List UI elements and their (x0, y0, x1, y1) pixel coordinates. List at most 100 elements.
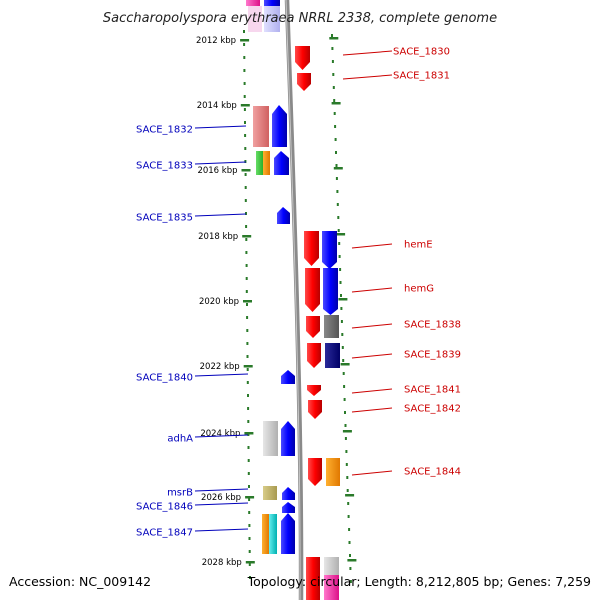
gene-msrb-b[interactable] (282, 487, 295, 500)
label-connector (194, 434, 249, 438)
track-dot (333, 99, 336, 102)
gene-sace-1844-b[interactable] (326, 458, 340, 486)
track-dot (246, 316, 249, 319)
track-dot (243, 82, 246, 85)
gene-bottom-red[interactable] (306, 557, 320, 600)
gene-sace-1847-a[interactable] (262, 514, 269, 554)
gene-sace-1830[interactable] (295, 46, 310, 70)
gene-sace-1842[interactable] (308, 400, 322, 419)
reverse-strand-genes (246, 0, 295, 554)
track-dot (243, 95, 246, 98)
track-dot (246, 381, 249, 384)
track-dot (246, 368, 249, 371)
track-dot (349, 567, 352, 570)
track-dot (248, 498, 251, 501)
gene-sace-1838-a[interactable] (306, 316, 320, 338)
label-connector (351, 470, 393, 476)
track-dot (337, 229, 340, 232)
track-dot (341, 333, 344, 336)
gene-sace-1847-c[interactable] (281, 513, 295, 554)
forward-gene-labels: SACE_1830 SACE_1831 hemE hemG SACE_1838 SACE_… (342, 47, 461, 478)
gene-top-lightpink[interactable] (248, 6, 262, 32)
kbp-tick-right (336, 233, 346, 236)
gene-top-lightblue[interactable] (264, 0, 280, 32)
map-title: Saccharopolyspora erythraea NRRL 2338, c… (103, 11, 497, 26)
track-dot (344, 437, 347, 440)
gene-msrb-a[interactable] (263, 486, 277, 500)
gene-hemg-a[interactable] (305, 268, 320, 312)
track-dot (346, 476, 349, 479)
track-dot (339, 281, 342, 284)
gene-top-blue[interactable] (264, 0, 280, 6)
track-dot (348, 528, 351, 531)
label-connector (194, 161, 247, 165)
gene-label-sace_1831[interactable]: SACE_1831 (393, 71, 450, 82)
gene-label-sace_1844[interactable]: SACE_1844 (404, 467, 461, 478)
gene-label-sace_1835[interactable]: SACE_1835 (136, 213, 193, 224)
gene-label-adha[interactable]: adhA (167, 434, 193, 445)
gene-label-heme[interactable]: hemE (404, 240, 433, 251)
gene-sace-1832-a[interactable] (253, 106, 269, 147)
gene-adha-a[interactable] (263, 421, 278, 456)
track-dot (340, 320, 343, 323)
reverse-gene-labels: SACE_1832 SACE_1833 SACE_1835 SACE_1840 adhA… (136, 125, 249, 539)
gene-sace-1833-a[interactable] (256, 151, 264, 175)
gene-sace-1833-b[interactable] (263, 151, 270, 175)
gene-label-sace_1833[interactable]: SACE_1833 (136, 161, 193, 172)
track-dot (347, 502, 350, 505)
gene-sace-1833-c[interactable] (274, 151, 289, 175)
track-dot (338, 255, 341, 258)
gene-sace-1839-b[interactable] (325, 343, 340, 368)
gene-sace-1835[interactable] (277, 207, 290, 224)
track-dot (346, 489, 349, 492)
track-dot (247, 407, 250, 410)
kbp-tick-right (331, 102, 341, 105)
gene-sace-1841[interactable] (307, 385, 321, 396)
gene-label-sace_1839[interactable]: SACE_1839 (404, 350, 461, 361)
track-dot (243, 108, 246, 111)
track-dot (244, 199, 247, 202)
gene-sace-1831[interactable] (297, 73, 311, 91)
gene-label-sace_1847[interactable]: SACE_1847 (136, 528, 193, 539)
gene-label-msrb[interactable]: msrB (167, 488, 193, 499)
track-dot (245, 238, 248, 241)
gene-sace-1838-b[interactable] (324, 315, 339, 338)
gene-sace-1839-a[interactable] (307, 343, 321, 368)
track-dot (333, 112, 336, 115)
gene-sace-1832-b[interactable] (272, 105, 287, 147)
gene-label-sace_1842[interactable]: SACE_1842 (404, 404, 461, 415)
gene-bottom-gray[interactable] (324, 557, 339, 575)
track-dot (248, 550, 251, 553)
kbp-tick-label: 2012 kbp (196, 36, 236, 46)
gene-sace-1840[interactable] (281, 370, 295, 384)
gene-adha-b[interactable] (281, 421, 295, 456)
gene-label-sace_1840[interactable]: SACE_1840 (136, 373, 193, 384)
track-dot (244, 173, 247, 176)
gene-label-sace_1838[interactable]: SACE_1838 (404, 320, 461, 331)
gene-label-sace_1832[interactable]: SACE_1832 (136, 125, 193, 136)
gene-sace-1846[interactable] (282, 502, 295, 513)
track-dot (248, 511, 251, 514)
track-dot (244, 121, 246, 124)
label-connector (351, 243, 393, 249)
gene-label-sace_1846[interactable]: SACE_1846 (136, 502, 193, 513)
label-connector (342, 74, 393, 80)
track-dot (248, 563, 251, 566)
kbp-tick-label: 2028 kbp (202, 558, 242, 568)
gene-hemg-b[interactable] (323, 268, 338, 315)
track-dot (245, 277, 248, 280)
kbp-tick-right (329, 37, 339, 40)
gene-label-hemg[interactable]: hemG (404, 284, 434, 295)
gene-bottom-magenta[interactable] (324, 575, 339, 600)
gene-label-sace_1841[interactable]: SACE_1841 (404, 385, 461, 396)
gene-heme-a[interactable] (304, 231, 319, 266)
gene-top-pink[interactable] (246, 0, 260, 6)
gene-sace-1847-b[interactable] (269, 514, 277, 554)
topology-text: Topology: circular; Length: 8,212,805 bp… (247, 574, 591, 589)
track-dot (246, 303, 248, 306)
track-dot (245, 264, 248, 267)
gene-heme-b[interactable] (322, 231, 337, 269)
gene-sace-1844-a[interactable] (308, 458, 322, 486)
gene-label-sace_1830[interactable]: SACE_1830 (393, 47, 450, 58)
track-dot (344, 424, 347, 427)
